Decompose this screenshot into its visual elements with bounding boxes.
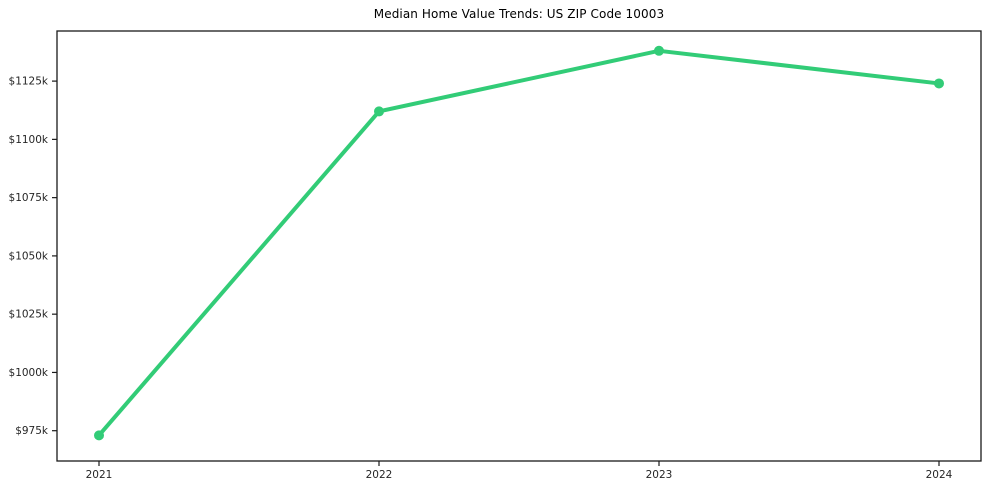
y-axis-tick-label: $1100k	[9, 134, 49, 146]
x-axis-tick-label: 2021	[86, 469, 113, 481]
data-point-marker	[94, 430, 104, 441]
data-point-marker	[374, 106, 384, 117]
y-axis-tick-label: $1025k	[9, 309, 49, 321]
y-axis-tick-label: $1075k	[9, 192, 49, 204]
chart-title: Median Home Value Trends: US ZIP Code 10…	[373, 7, 665, 21]
y-axis-tick-label: $975k	[15, 425, 49, 437]
plot-border	[56, 30, 982, 462]
trend-line	[97, 48, 941, 438]
x-axis-tick-label: 2024	[926, 469, 953, 481]
data-point-marker	[654, 45, 664, 56]
x-axis-tick-label: 2022	[366, 469, 393, 481]
y-axis-tick-label: $1000k	[9, 367, 49, 379]
x-axis-tick-label: 2023	[646, 469, 673, 481]
y-axis-tick-label: $1125k	[9, 76, 49, 88]
y-axis-tick-label: $1050k	[9, 250, 49, 262]
data-point-marker	[934, 78, 944, 89]
